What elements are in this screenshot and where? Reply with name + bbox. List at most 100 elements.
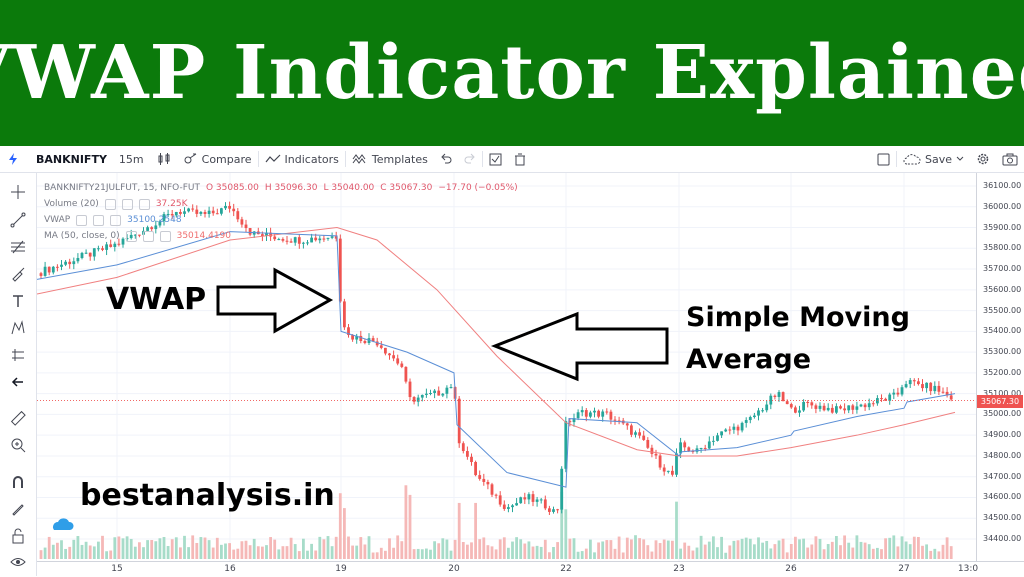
volume-bar <box>584 548 588 559</box>
vwap-legend-row[interactable]: VWAP 35100.2548 <box>44 212 518 228</box>
save-button[interactable]: Save <box>897 146 970 172</box>
price-tick-label: 34700.00 <box>983 471 1022 481</box>
candle-body <box>363 340 367 344</box>
volume-bar <box>273 539 277 559</box>
symbol-legend-row: BANKNIFTY21JULFUT, 15, NFO-FUT O 35085.0… <box>44 180 518 196</box>
volume-bar <box>683 542 687 559</box>
eye-icon[interactable] <box>9 553 27 571</box>
remove-icon[interactable] <box>110 214 122 226</box>
symbol-search-button[interactable]: BANKNIFTY <box>36 152 107 166</box>
volume-bar <box>220 544 223 559</box>
volume-bar <box>474 502 477 559</box>
camera-icon[interactable] <box>996 146 1024 172</box>
indicators-icon <box>265 153 281 165</box>
volume-bar <box>138 542 141 559</box>
volume-bar <box>330 546 334 559</box>
redo-icon[interactable] <box>458 146 482 172</box>
volume-bar <box>265 545 268 559</box>
settings-icon[interactable] <box>121 198 133 210</box>
candle-body <box>281 239 285 241</box>
volume-bar <box>162 537 166 559</box>
trash-icon[interactable] <box>508 146 532 172</box>
candle-body <box>556 509 559 511</box>
settings-icon[interactable] <box>142 230 154 242</box>
volume-bar <box>363 544 367 559</box>
interval-button[interactable]: 15m <box>118 152 144 166</box>
volume-bar <box>187 547 190 559</box>
indicators-button[interactable]: Indicators <box>259 146 345 172</box>
visibility-toggle-icon[interactable] <box>76 214 88 226</box>
volume-bar <box>572 538 576 559</box>
bolt-icon[interactable] <box>0 146 26 172</box>
volume-bar <box>310 543 313 559</box>
volume-bar <box>511 541 514 559</box>
candle-body <box>60 264 63 267</box>
candle-body <box>908 380 912 385</box>
candle-body <box>502 504 506 509</box>
candle-body <box>683 442 687 448</box>
vwap-annotation: VWAP <box>106 282 207 317</box>
ma-legend-row[interactable]: MA (50, close, 0) 35014.4190 <box>44 228 518 244</box>
lock-icon[interactable] <box>9 527 27 545</box>
candle-body <box>597 410 600 417</box>
candle-body <box>437 390 441 396</box>
sma-annotation-line1: Simple Moving <box>686 302 910 333</box>
settings-icon[interactable] <box>93 214 105 226</box>
remove-icon[interactable] <box>159 230 171 242</box>
candle-body <box>146 227 149 231</box>
candle-body <box>925 382 928 389</box>
volume-bar <box>597 542 600 559</box>
volume-bar <box>502 537 506 559</box>
candle-body <box>806 401 810 403</box>
candle-body <box>900 387 904 395</box>
volume-bar <box>433 541 436 559</box>
candle-body <box>425 393 428 395</box>
candle-body <box>732 426 736 430</box>
volume-bar <box>716 547 719 559</box>
zoom-in-icon[interactable] <box>9 436 27 454</box>
visibility-toggle-icon[interactable] <box>125 230 137 242</box>
volume-bar <box>261 546 264 559</box>
volume-bar <box>703 544 707 559</box>
settings-gear-icon[interactable] <box>970 146 996 172</box>
templates-icon <box>352 153 368 165</box>
volume-bar <box>125 536 129 559</box>
crosshair-icon[interactable] <box>9 183 27 201</box>
time-axis[interactable]: 15 16 19 20 22 23 26 27 13:0 <box>37 561 1024 577</box>
checkbox-icon[interactable] <box>483 146 508 172</box>
fullscreen-icon[interactable] <box>871 146 896 172</box>
prediction-icon[interactable] <box>9 346 27 364</box>
back-arrow-icon[interactable] <box>9 373 27 391</box>
pencil-lock-icon[interactable] <box>9 500 27 518</box>
candle-body <box>76 258 80 262</box>
price-tick-label: 35300.00 <box>983 347 1022 357</box>
candle-body <box>728 429 732 431</box>
volume-bar <box>109 550 113 559</box>
candle-body <box>617 420 621 422</box>
volume-bar <box>826 544 830 559</box>
volume-legend-row[interactable]: Volume (20) 37.25K <box>44 196 518 212</box>
visibility-toggle-icon[interactable] <box>104 198 116 210</box>
compare-button[interactable]: Compare <box>178 146 258 172</box>
text-tool-icon[interactable] <box>9 292 27 310</box>
fib-retracement-icon[interactable] <box>9 238 27 256</box>
candle-body <box>88 252 92 257</box>
templates-button[interactable]: Templates <box>346 146 434 172</box>
candle-body <box>814 405 818 409</box>
magnet-icon[interactable] <box>9 473 27 491</box>
volume-bar <box>174 537 178 559</box>
price-axis[interactable]: 36100.00 36000.00 35900.00 35800.00 35700.00… <box>976 173 1024 561</box>
volume-bar <box>392 547 395 559</box>
ruler-icon[interactable] <box>9 409 27 427</box>
candle-style-icon[interactable] <box>150 146 178 172</box>
undo-icon[interactable] <box>434 146 458 172</box>
pattern-icon[interactable] <box>9 319 27 337</box>
brush-icon[interactable] <box>9 265 27 283</box>
price-chart[interactable] <box>37 173 976 561</box>
candle-body <box>888 394 892 401</box>
trend-line-icon[interactable] <box>9 211 27 229</box>
remove-icon[interactable] <box>138 198 150 210</box>
volume-bar <box>728 545 732 559</box>
candle-body <box>847 405 851 411</box>
candle-body <box>158 221 162 226</box>
